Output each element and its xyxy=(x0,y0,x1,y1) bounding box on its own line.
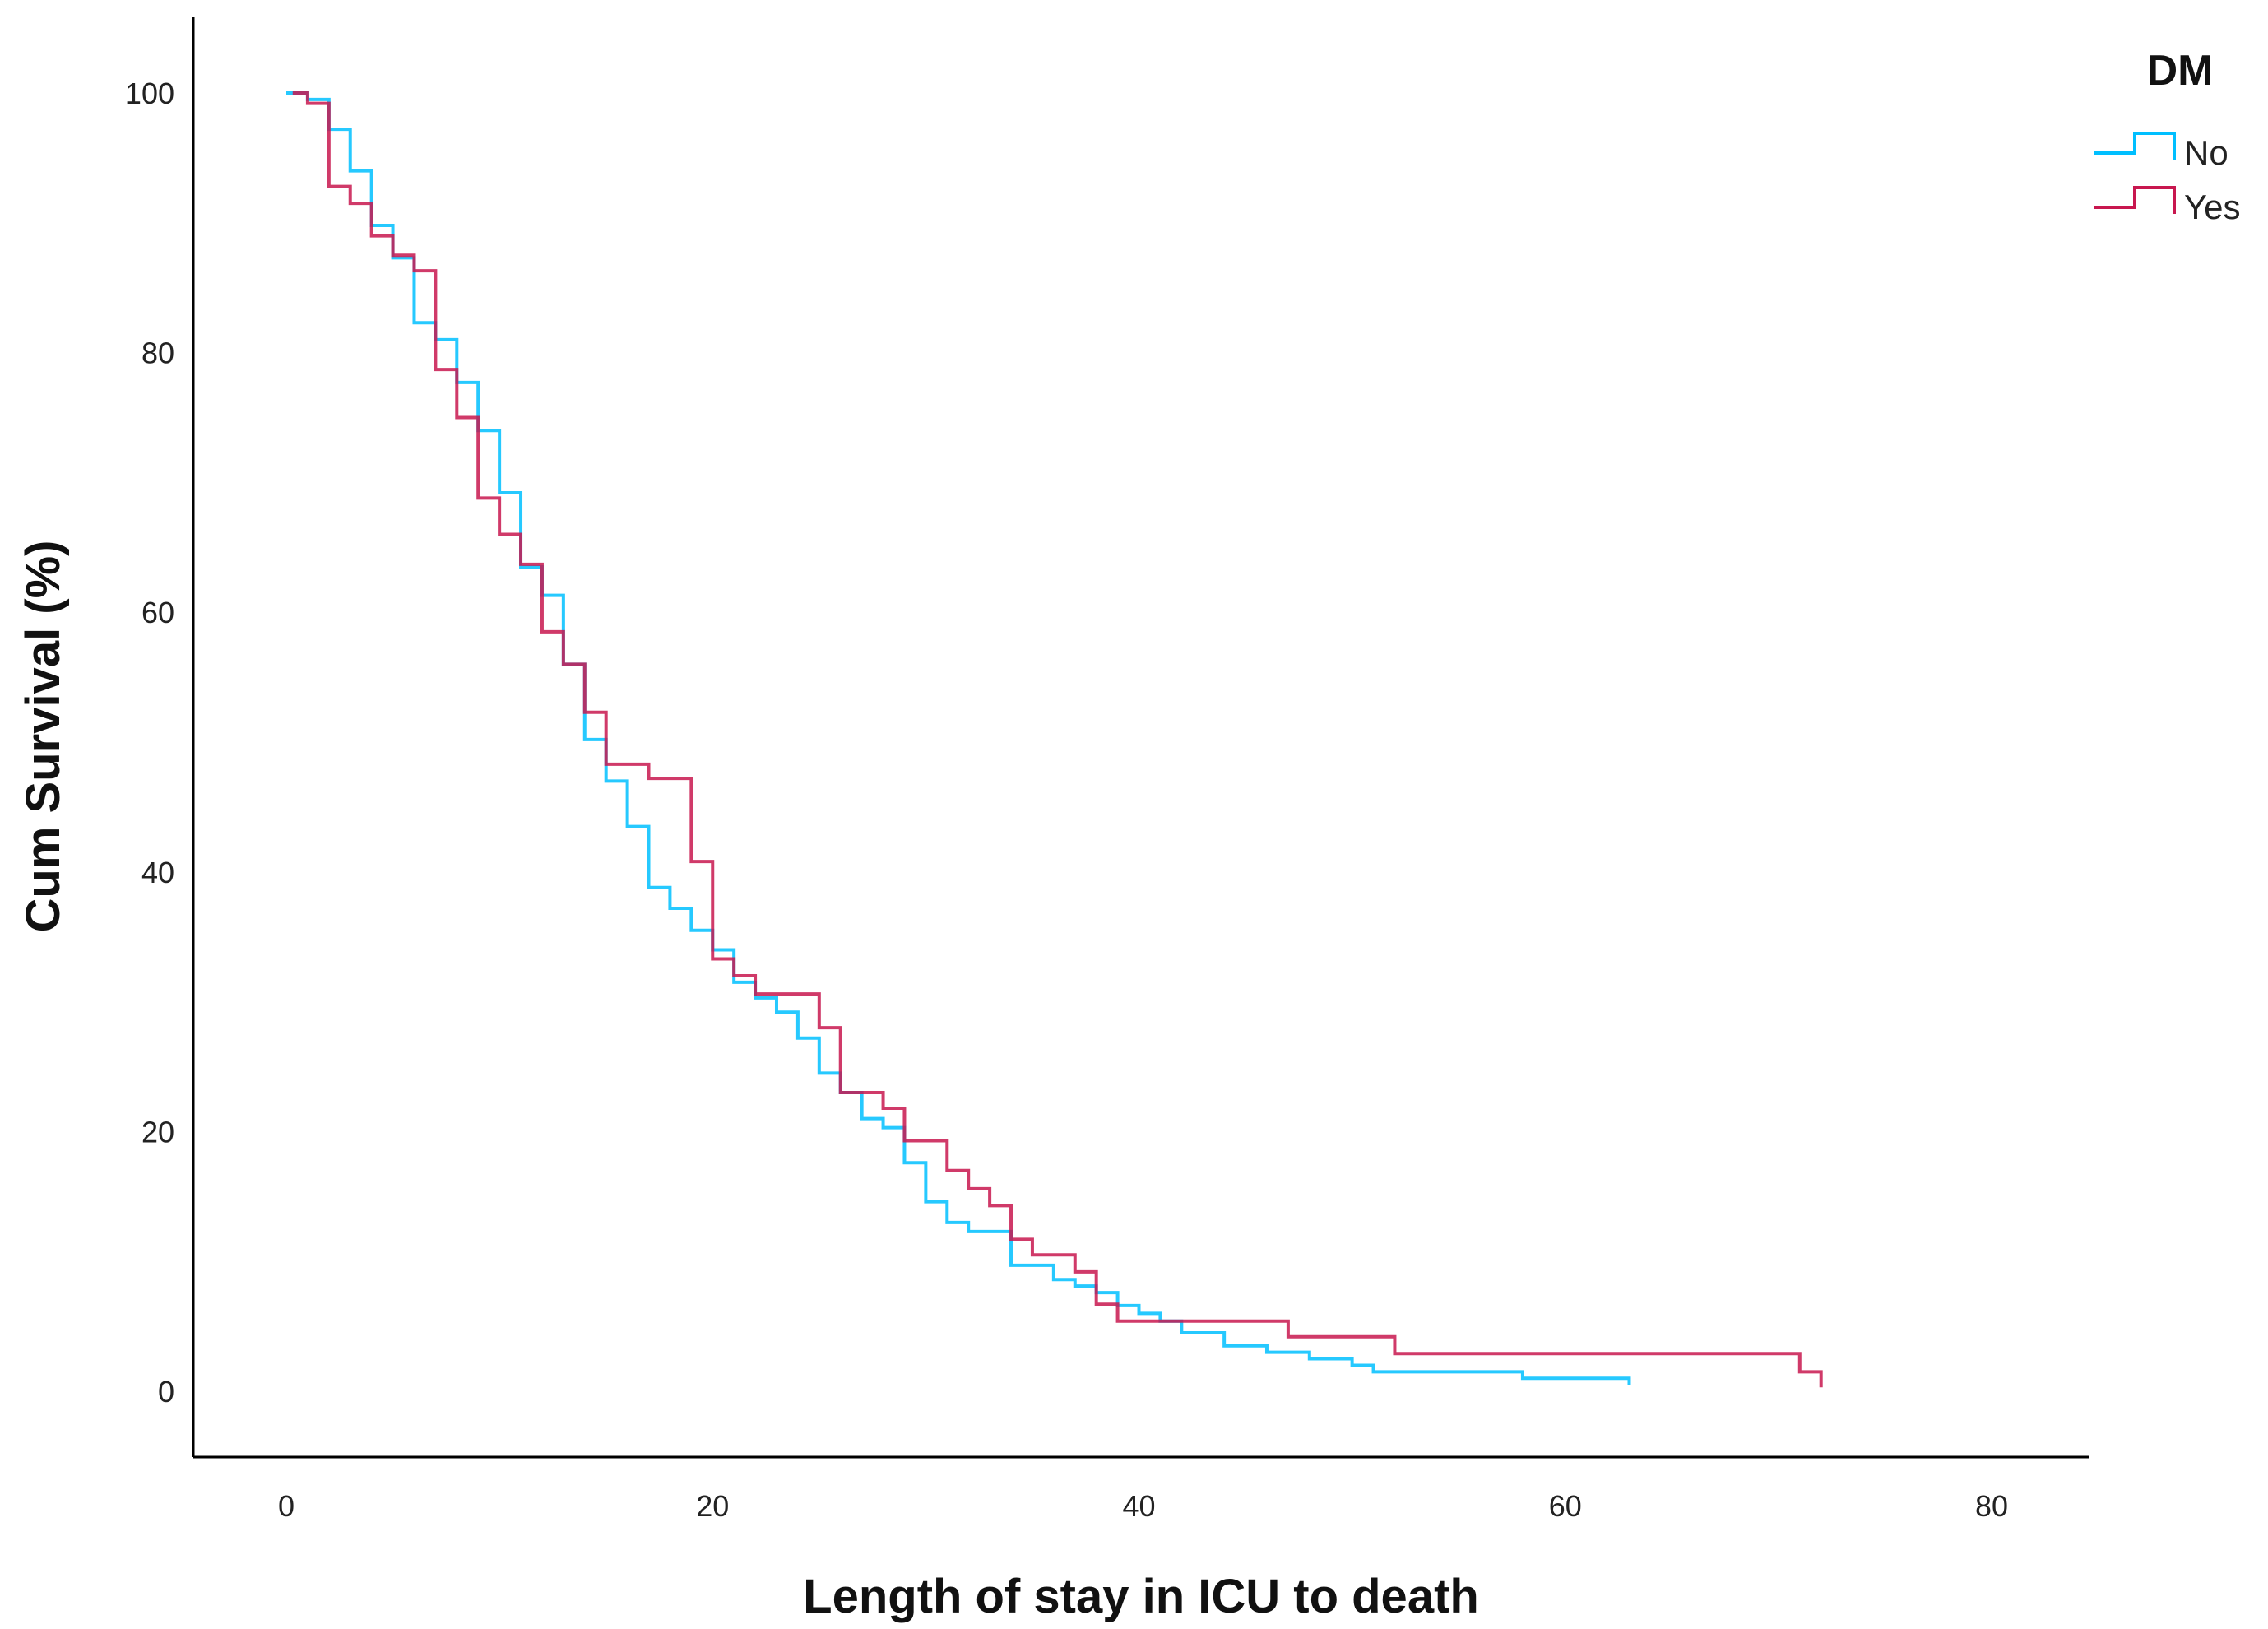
x-tick-label: 20 xyxy=(696,1489,729,1523)
legend: DM No Yes xyxy=(2094,47,2241,226)
series-lines xyxy=(286,91,1823,1388)
y-axis-title: Cum Survival (%) xyxy=(16,541,70,933)
axes xyxy=(192,17,2089,1459)
legend-swatch-yes xyxy=(2094,186,2176,214)
y-tick-label: 40 xyxy=(141,856,174,889)
legend-title: DM xyxy=(2147,47,2214,95)
x-tick-label: 80 xyxy=(1975,1489,2008,1523)
legend-swatch-no xyxy=(2094,132,2176,160)
x-tick-label: 0 xyxy=(278,1489,295,1523)
x-tick-label: 60 xyxy=(1549,1489,1582,1523)
legend-label-no: No xyxy=(2184,133,2229,172)
series-line-yes xyxy=(292,91,1823,1388)
y-tick-label: 60 xyxy=(141,596,174,629)
y-tick-label: 0 xyxy=(158,1375,174,1409)
series-line-no xyxy=(286,91,1631,1385)
x-tick-labels: 0 20 40 60 80 xyxy=(278,1489,2008,1523)
y-tick-label: 80 xyxy=(141,336,174,370)
legend-label-yes: Yes xyxy=(2184,188,2241,226)
y-tick-label: 20 xyxy=(141,1115,174,1149)
y-tick-label: 100 xyxy=(125,77,174,110)
y-tick-labels: 0 20 40 60 80 100 xyxy=(125,77,174,1409)
x-axis-title: Length of stay in ICU to death xyxy=(803,1570,1479,1623)
x-tick-label: 40 xyxy=(1122,1489,1155,1523)
